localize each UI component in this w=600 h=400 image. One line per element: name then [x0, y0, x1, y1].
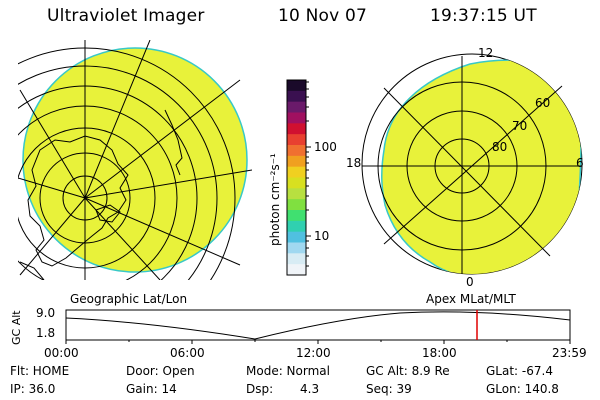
colorbar-unit-label: photon cm⁻²s⁻¹: [268, 153, 282, 246]
colorbar-band: [287, 242, 306, 254]
timeline-y-label: GC Alt: [10, 310, 23, 345]
geographic-latitude: GLat: -67.4: [486, 364, 553, 378]
colorbar-band: [287, 112, 306, 124]
colorbar-band: [287, 145, 306, 157]
colorbar: [287, 80, 306, 276]
colorbar-band: [287, 90, 306, 103]
instrument-title: Ultraviolet Imager: [47, 6, 205, 26]
timeline-xtick-2359: 23:59: [552, 346, 587, 360]
colorbar-tick-10: 10: [314, 229, 330, 243]
timeline-xtick-1800: 18:00: [422, 346, 457, 360]
geographic-longitude: GLon: 140.8: [486, 382, 559, 396]
gc-altitude: GC Alt: 8.9 Re: [366, 364, 450, 378]
mode-status: Mode: Normal: [246, 364, 330, 378]
colorbar-band: [287, 210, 306, 222]
timeline-xtick-0600: 06:00: [170, 346, 205, 360]
colorbar-band: [287, 166, 306, 179]
mlt-label-6: 6: [576, 156, 584, 170]
mlt-label-18: 18: [346, 156, 362, 170]
colorbar-band: [287, 253, 306, 265]
longitude-lines: [18, 40, 252, 280]
mlat-label-70: 70: [512, 119, 528, 133]
colorbar-band: [287, 177, 306, 189]
flight-status: Flt: HOME: [10, 364, 70, 378]
sequence-number: Seq: 39: [366, 382, 412, 396]
colorbar-band: [287, 188, 306, 200]
mlat-label-80: 80: [492, 140, 508, 154]
gain-value: Gain: 14: [126, 382, 177, 396]
mlt-label-12: 12: [478, 46, 494, 60]
coastline: [27, 135, 129, 267]
altitude-timeline: [65, 309, 571, 344]
altitude-curve: [65, 311, 571, 340]
timeline-ytick-max: 9.0: [36, 306, 56, 320]
colorbar-band: [287, 134, 306, 146]
colorbar-band: [287, 220, 306, 233]
colorbar-band: [287, 80, 306, 92]
magnetic-map: [361, 53, 583, 275]
right-map-caption: Apex MLat/MLT: [426, 292, 516, 306]
colorbar-band: [287, 231, 306, 244]
colorbar-tick-100: 100: [314, 140, 337, 154]
colorbar-band: [287, 123, 306, 135]
colorbar-band: [287, 199, 306, 211]
right-auroral-fill: [381, 59, 582, 274]
mlt-label-0: 0: [466, 275, 474, 289]
colorbar-band: [287, 155, 306, 168]
door-status: Door: Open: [126, 364, 195, 378]
observation-time: 19:37:15 UT: [430, 6, 537, 26]
dsp-label: Dsp:: [246, 382, 274, 396]
observation-date: 10 Nov 07: [278, 6, 368, 26]
timeline-ytick-min: 1.8: [36, 326, 56, 340]
ip-value: IP: 36.0: [10, 382, 56, 396]
mlat-label-60: 60: [535, 96, 551, 110]
dsp-value: 4.3: [300, 382, 320, 396]
timeline-xtick-1200: 12:00: [296, 346, 331, 360]
timeline-xtick-0000: 00:00: [44, 346, 79, 360]
colorbar-band: [287, 101, 306, 114]
geographic-map: [18, 40, 252, 280]
left-map-caption: Geographic Lat/Lon: [70, 292, 188, 306]
colorbar-band: [287, 264, 306, 276]
